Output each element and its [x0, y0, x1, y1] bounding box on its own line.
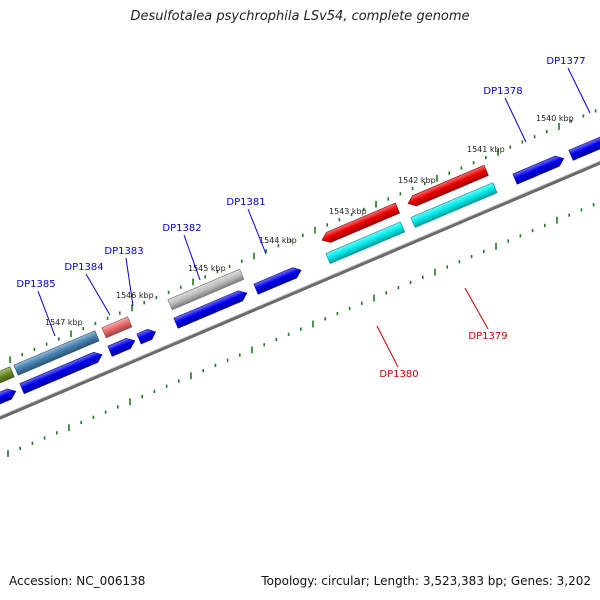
gene-label-dp1384[interactable]: DP1384 [64, 262, 111, 316]
gene-shape [568, 135, 600, 161]
kbp-label: 1545 kbp [188, 264, 226, 273]
kbp-label: 1543 kbp [329, 207, 367, 216]
kbp-label: 1544 kbp [259, 236, 297, 245]
genome-title: Desulfotalea psychrophila LSv54, complet… [130, 9, 470, 24]
leader-line [567, 67, 591, 114]
gene-dp1382-blue [173, 290, 248, 329]
gene-shape [101, 316, 133, 339]
gene-features [0, 135, 600, 408]
leader-line [85, 273, 111, 316]
gene-label-text[interactable]: DP1381 [226, 197, 265, 208]
topology-summary: Topology: circular; Length: 3,523,383 bp… [261, 574, 591, 588]
gene-label-text[interactable]: DP1383 [104, 246, 143, 257]
gene-shape [107, 338, 136, 357]
gene-dp1377-blue [568, 135, 600, 161]
leader-line [183, 234, 201, 281]
kbp-tick-track: 1540 kbp 1541 kbp 1542 kbp 1543 kbp 1544 kbp… [7, 109, 597, 457]
gene-shape [136, 328, 156, 345]
gene-shape [512, 155, 565, 185]
gene-shape [0, 366, 15, 387]
kbp-label: 1540 kbp [536, 114, 574, 123]
gene-labels: DP1377 DP1378 DP1379 DP1380 DP1381 DP1382 DP13… [16, 56, 591, 380]
gene-label-dp1380[interactable]: DP1380 [376, 325, 419, 380]
kbp-label: 1541 kbp [467, 145, 505, 154]
gene-small-blue [136, 328, 156, 345]
kbp-label: 1546 kbp [116, 291, 154, 300]
gene-label-text[interactable]: DP1382 [162, 223, 201, 234]
gene-dp1383-blue [107, 338, 136, 357]
gene-label-text[interactable]: DP1380 [379, 369, 418, 380]
upper-tick-row [9, 109, 597, 364]
gene-shape [0, 388, 17, 408]
gene-pink [101, 316, 133, 339]
gene-dp1381-blue [253, 267, 302, 295]
gene-label-dp1381[interactable]: DP1381 [226, 197, 267, 255]
gene-shape [410, 182, 498, 228]
gene-shape [407, 164, 489, 207]
leader-line [247, 208, 267, 255]
backbone-highlight [0, 160, 600, 417]
leader-line [464, 287, 489, 330]
gene-olive-partial [0, 366, 15, 387]
gene-dp1378-blue [512, 155, 565, 185]
gene-shape [167, 268, 245, 311]
gene-shape [321, 202, 401, 243]
gene-shape [173, 290, 248, 329]
gene-label-dp1377[interactable]: DP1377 [546, 56, 591, 114]
gene-blue-partial [0, 388, 17, 408]
lower-tick-row [7, 203, 595, 457]
gene-dp1380-red [321, 202, 401, 243]
leader-line [376, 325, 399, 368]
gene-shape [13, 330, 100, 376]
gene-shape [253, 267, 302, 295]
gene-label-text[interactable]: DP1379 [468, 331, 507, 342]
kbp-label: 1542 kbp [398, 176, 436, 185]
genome-backbone [0, 160, 600, 420]
accession-text: Accession: NC_006138 [9, 574, 146, 588]
gene-grey [167, 268, 245, 311]
leader-line [504, 97, 527, 143]
gene-shape [325, 221, 406, 265]
gene-steelblue [13, 330, 100, 376]
gene-cyan-2 [410, 182, 498, 228]
gene-label-dp1382[interactable]: DP1382 [162, 223, 202, 281]
gene-label-text[interactable]: DP1385 [16, 279, 55, 290]
gene-dp1385-blue [19, 351, 103, 395]
leader-line [125, 257, 134, 307]
gene-cyan-1 [325, 221, 406, 265]
gene-shape [19, 351, 103, 395]
leader-line [37, 290, 56, 337]
gene-label-dp1379[interactable]: DP1379 [464, 287, 508, 342]
gene-label-text[interactable]: DP1377 [546, 56, 585, 67]
gene-label-text[interactable]: DP1378 [483, 86, 522, 97]
gene-dp1379-red [407, 164, 489, 207]
backbone-line [0, 161, 600, 420]
gene-label-dp1385[interactable]: DP1385 [16, 279, 56, 337]
gene-label-dp1378[interactable]: DP1378 [483, 86, 527, 143]
gene-label-text[interactable]: DP1384 [64, 262, 103, 273]
gene-label-dp1383[interactable]: DP1383 [104, 246, 144, 307]
kbp-label: 1547 kbp [45, 318, 83, 327]
